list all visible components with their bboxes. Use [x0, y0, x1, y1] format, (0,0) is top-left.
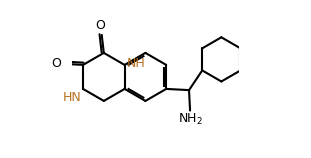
Text: NH$_2$: NH$_2$: [178, 112, 203, 127]
Text: HN: HN: [63, 91, 82, 104]
Text: O: O: [96, 19, 106, 32]
Text: O: O: [52, 57, 62, 70]
Text: NH: NH: [127, 57, 146, 70]
